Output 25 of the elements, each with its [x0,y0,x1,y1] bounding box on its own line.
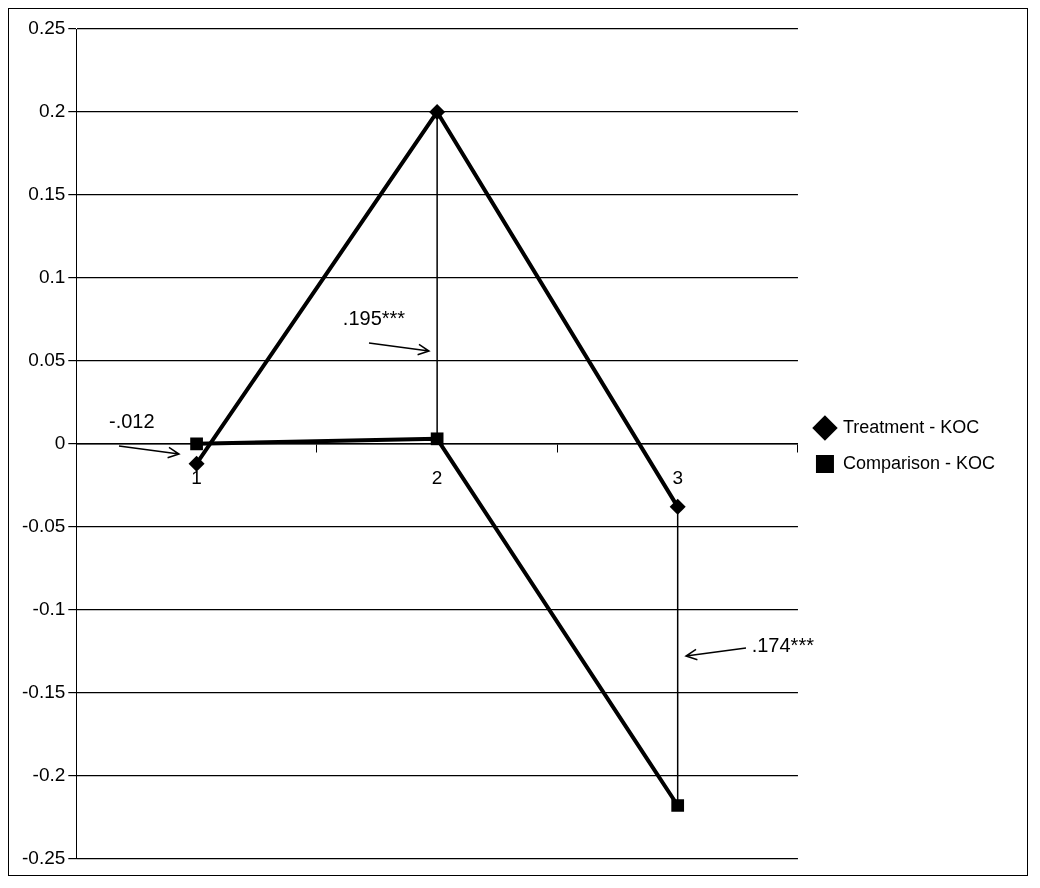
point [671,799,685,812]
y-tick-label: -0.15 [21,680,66,702]
x-tick-label: 2 [431,467,443,489]
y-tick-label: 0.25 [28,17,66,39]
point [669,498,686,515]
annotation: .174*** [751,634,814,658]
y-tick-label: -0.2 [32,763,66,785]
y-tick-label: 0.1 [38,266,66,288]
point [190,437,203,451]
y-tick-label: 0.05 [28,349,66,371]
y-tick-label: 0.2 [38,100,66,122]
point [430,432,444,446]
legend-label: Treatment - KOC [842,416,980,437]
legend-label: Comparison - KOC [842,452,995,473]
y-tick-label: -0.1 [32,597,66,619]
y-tick-label: 0.15 [28,183,66,205]
point [429,103,446,120]
x-tick-label: 1 [191,467,202,489]
y-tick-label: -0.05 [21,514,66,536]
point [188,455,205,472]
y-tick-label: 0 [54,432,66,454]
annotation: -.012 [109,409,155,433]
y-tick-label: -0.25 [21,846,66,868]
x-tick-label: 3 [672,467,683,489]
annotation: .195*** [342,306,406,330]
